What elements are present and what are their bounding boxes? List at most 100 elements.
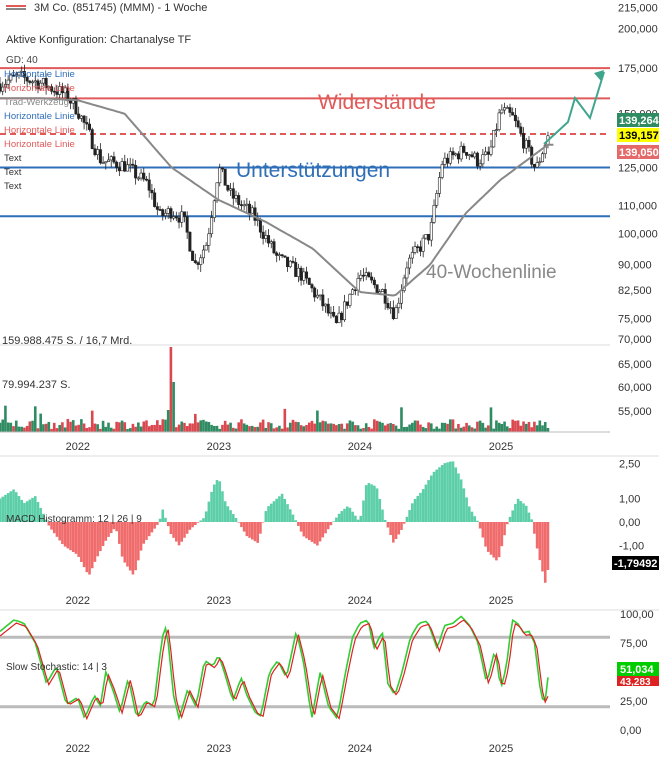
legend-item: Trad-Werkzeug (4, 97, 69, 108)
candle-body (218, 167, 222, 184)
macd-bar (541, 522, 544, 572)
volume-bar (269, 423, 273, 432)
volume-bar (261, 419, 265, 432)
volume-bar (96, 424, 99, 432)
volume-y-tick-label: 65,000 (618, 359, 652, 371)
candle-body (41, 77, 45, 84)
volume-bar (185, 426, 189, 432)
volume-bar (313, 423, 316, 432)
macd-bar (88, 522, 91, 575)
volume-bar (438, 428, 441, 432)
volume-bar (397, 428, 401, 432)
x-axis-year-label: 2023 (207, 595, 231, 607)
macd-bar (411, 503, 414, 522)
macd-bar (196, 522, 200, 523)
candle-body (180, 211, 184, 223)
volume-bar (356, 425, 360, 432)
legend-item: Text (4, 153, 22, 164)
candle-body (147, 179, 151, 191)
candle-body (123, 161, 127, 172)
candle-body (370, 276, 374, 281)
candle-body (248, 203, 252, 214)
x-axis-year-label: 2025 (489, 595, 513, 607)
candle-body (313, 287, 317, 298)
x-axis-year-label: 2023 (207, 441, 231, 453)
macd-bar (185, 522, 189, 534)
candle-body (459, 145, 463, 160)
config-label: Aktive Konfiguration: Chartanalyse TF (6, 34, 191, 46)
volume-bar (478, 420, 482, 432)
volume-bar (427, 422, 430, 432)
candle-body (169, 208, 173, 219)
macd-bar (310, 522, 314, 542)
svg-text:51,034: 51,034 (620, 664, 655, 676)
candle-body (307, 277, 311, 285)
volume-bar (104, 426, 108, 432)
volume-bar (259, 422, 262, 432)
volume-bar (71, 420, 75, 432)
candle-body (489, 146, 493, 155)
candle-body (36, 80, 40, 90)
price-y-tick-label: 110,000 (618, 200, 657, 212)
volume-bar (451, 419, 455, 432)
volume-bar (90, 410, 94, 432)
macd-bar (199, 520, 203, 522)
candle-body (478, 163, 482, 167)
volume-bar (256, 426, 260, 432)
volume-bar (169, 347, 173, 432)
volume-bar (126, 428, 129, 432)
macd-bar (343, 508, 346, 522)
candle-body (511, 112, 515, 116)
volume-bar (424, 428, 428, 432)
volume-bar (109, 427, 113, 432)
macd-bar (158, 518, 162, 522)
volume-bar (481, 422, 485, 432)
macd-bar (61, 522, 64, 545)
candle-body (494, 129, 498, 131)
stoch-d-badge: 43,283 (617, 676, 659, 688)
candle-body (20, 71, 24, 73)
candle-body (220, 167, 224, 170)
price-y-tick-label: 75,000 (618, 313, 652, 325)
volume-bar (359, 428, 363, 432)
macd-bar (345, 506, 349, 522)
volume-bar (476, 421, 479, 432)
macd-bar (297, 522, 300, 526)
macd-bar (467, 506, 471, 522)
macd-bar (112, 522, 116, 530)
macd-bar (527, 512, 531, 522)
volume-bar (248, 426, 251, 432)
candle-body (451, 151, 455, 156)
macd-bar (326, 522, 330, 530)
volume-bar (495, 420, 498, 432)
candle-body (6, 79, 10, 85)
macd-bar (459, 479, 463, 522)
volume-bar (316, 410, 319, 432)
volume-bar (530, 427, 533, 432)
candle-body (109, 156, 113, 161)
macd-bar (275, 498, 278, 522)
macd-bar (96, 522, 99, 557)
macd-bar (175, 522, 178, 542)
macd-y-tick-label: 0,00 (619, 517, 640, 529)
macd-bar (52, 522, 56, 534)
volume-bar (107, 422, 110, 432)
volume-bar (207, 422, 211, 432)
volume-bar (354, 425, 357, 432)
volume-bar (419, 424, 422, 432)
macd-y-tick-label: 2,50 (619, 458, 640, 470)
x-axis-year-label: 2022 (66, 441, 90, 453)
macd-bar (212, 484, 216, 522)
candle-body (394, 307, 398, 319)
macd-bar (378, 498, 382, 522)
x-axis-year-label: 2025 (489, 441, 513, 453)
candle-body (527, 139, 531, 148)
macd-bar (288, 509, 292, 522)
volume-bar (400, 407, 403, 432)
candle-body (473, 152, 477, 158)
macd-bar (430, 475, 433, 522)
volume-bar (351, 421, 354, 432)
volume-bar (202, 419, 205, 432)
legend-item: Text (4, 167, 22, 178)
candle-body (63, 87, 67, 94)
